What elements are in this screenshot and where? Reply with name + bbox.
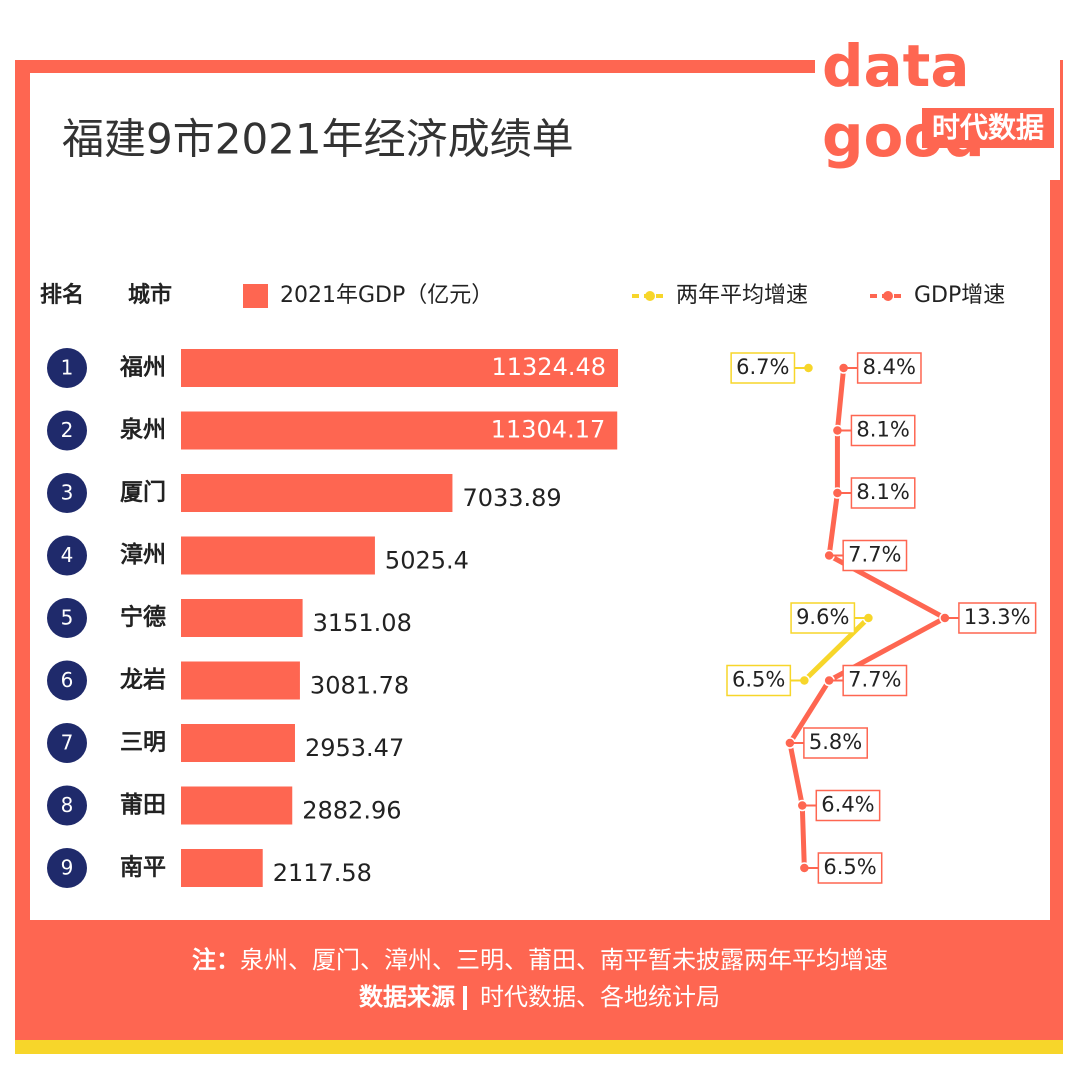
rank-badge <box>47 410 87 451</box>
line <box>802 616 871 683</box>
rank: 5 <box>61 606 74 630</box>
logo-box <box>922 108 1054 148</box>
city: 南平 <box>120 855 166 881</box>
bar-label: 3151.08 <box>313 609 412 637</box>
city: 三明 <box>120 730 166 756</box>
rank: 4 <box>61 543 74 567</box>
value-label: 7.7% <box>848 668 901 692</box>
source: 时代数据、各地统计局 <box>480 983 720 1011</box>
city: 泉州 <box>120 416 166 443</box>
bar <box>181 724 295 762</box>
value-label: 8.1% <box>856 480 909 504</box>
value-label: 6.5% <box>823 855 876 879</box>
rank-badge <box>47 473 87 513</box>
label-box <box>842 664 908 697</box>
label-box <box>842 539 908 572</box>
bar <box>181 349 619 387</box>
separator <box>463 986 467 1010</box>
bar <box>181 411 618 450</box>
label-box <box>958 602 1037 634</box>
bar <box>181 474 453 512</box>
bar-label: 3081.78 <box>310 672 409 700</box>
value-label: 13.3% <box>964 605 1031 629</box>
label-box <box>726 664 792 697</box>
city-header: 城市 <box>128 282 172 308</box>
rank-badge <box>47 660 87 701</box>
value-label: 6.5% <box>732 668 785 692</box>
legend-label: GDP增速 <box>914 283 1005 308</box>
label-box <box>850 414 916 447</box>
legend-dot <box>883 291 893 301</box>
chart-title: 福建9市2021年经济成绩单 <box>62 115 574 164</box>
value-label: 6.4% <box>821 793 874 817</box>
city: 福州 <box>119 355 166 381</box>
bar-label: 5025.4 <box>385 547 469 575</box>
logo-letters: data <box>822 32 970 100</box>
rank: 7 <box>61 731 74 755</box>
rank: 2 <box>61 418 74 442</box>
value-label: 8.4% <box>863 355 916 379</box>
value-label: 6.7% <box>736 355 789 379</box>
bar-label: 11304.17 <box>491 416 606 444</box>
value-label: 5.8% <box>809 730 862 754</box>
bar <box>181 536 375 575</box>
note: 注：泉州、厦门、漳州、三明、莆田、南平暂未披露两年平均增速 <box>192 946 888 974</box>
bar-label: 11324.48 <box>492 353 607 381</box>
rank-badge <box>47 598 87 638</box>
bar-label: 2117.58 <box>273 859 372 887</box>
value-label: 8.1% <box>856 418 909 442</box>
label-box <box>817 852 883 884</box>
rank: 6 <box>61 668 74 692</box>
bar-label: 2882.96 <box>302 797 401 825</box>
logo-back <box>815 20 1060 180</box>
bar <box>181 661 300 700</box>
rank-badge <box>47 535 87 576</box>
value-label: 7.7% <box>848 543 901 567</box>
source-label: 数据来源 <box>359 983 455 1011</box>
bar-label: 2953.47 <box>305 734 404 762</box>
bar <box>181 599 303 637</box>
label-box <box>856 352 922 384</box>
rank: 9 <box>61 856 74 880</box>
city: 宁德 <box>120 604 166 631</box>
bottom-strip <box>15 1040 1063 1054</box>
city: 厦门 <box>120 479 166 506</box>
legend-label: 两年平均增速 <box>676 283 808 308</box>
logo-text: 时代数据 <box>932 111 1044 144</box>
rank-header: 排名 <box>40 282 84 308</box>
rank-badge <box>47 848 87 888</box>
label-box <box>790 602 856 634</box>
label-box <box>730 352 796 384</box>
legend-dot <box>645 291 655 301</box>
legend-swatch <box>243 284 268 308</box>
rank-badge <box>47 348 87 388</box>
bar-label: 7033.89 <box>462 484 561 512</box>
city: 龙岩 <box>120 667 166 693</box>
rank: 8 <box>61 793 74 817</box>
rank: 3 <box>61 481 74 505</box>
label-box <box>803 727 868 759</box>
legend-label: 2021年GDP（亿元） <box>280 283 493 308</box>
note-label: 注： <box>192 946 240 974</box>
rank-badge <box>47 723 87 763</box>
note-text: 泉州、厦门、漳州、三明、莆田、南平暂未披露两年平均增速 <box>240 946 888 974</box>
city: 漳州 <box>120 541 166 568</box>
label-box <box>850 477 916 509</box>
city: 莆田 <box>120 792 166 818</box>
label-box <box>815 789 881 822</box>
bar <box>181 849 263 887</box>
rank-badge <box>47 785 87 826</box>
bar <box>181 786 293 825</box>
value-label: 9.6% <box>796 605 849 629</box>
rank: 1 <box>61 356 74 380</box>
